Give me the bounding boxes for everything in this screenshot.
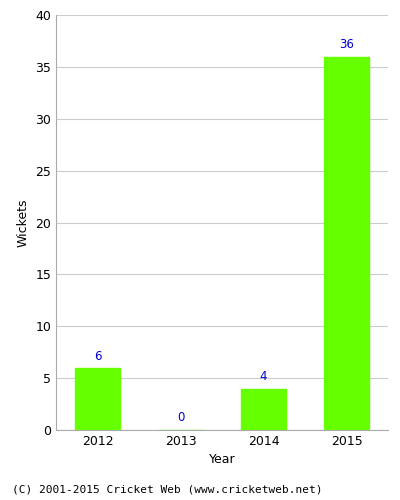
- Text: (C) 2001-2015 Cricket Web (www.cricketweb.net): (C) 2001-2015 Cricket Web (www.cricketwe…: [12, 485, 322, 495]
- Bar: [75, 368, 120, 430]
- Bar: [324, 56, 369, 430]
- X-axis label: Year: Year: [209, 454, 235, 466]
- Y-axis label: Wickets: Wickets: [17, 198, 30, 246]
- Text: 0: 0: [177, 411, 184, 424]
- Text: 6: 6: [94, 350, 101, 362]
- Bar: [241, 388, 286, 430]
- Text: 36: 36: [339, 38, 354, 52]
- Text: 4: 4: [260, 370, 267, 384]
